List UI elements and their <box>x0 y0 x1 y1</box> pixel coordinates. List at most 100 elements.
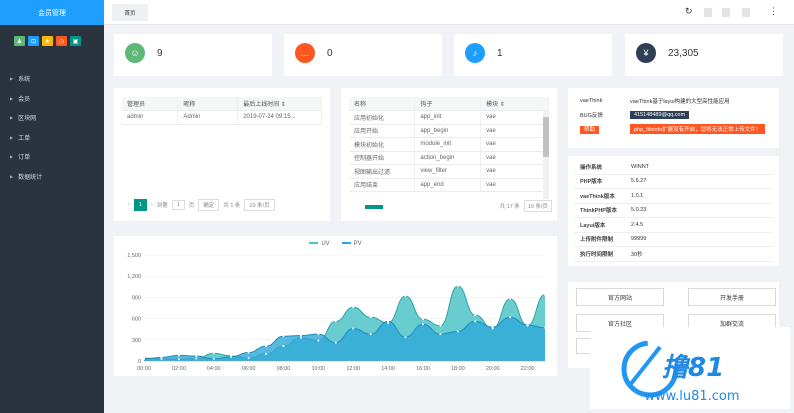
column-header[interactable]: 钩子 <box>414 97 482 111</box>
sidebar-item[interactable]: ▶ 区块网 <box>0 108 104 128</box>
sidebar-item[interactable]: ▶ 订单 <box>0 147 104 167</box>
confirm-button[interactable]: 确定 <box>198 199 220 211</box>
sysinfo-value: WINNT <box>631 163 650 170</box>
app-brand[interactable]: 会员管理 <box>0 0 104 25</box>
uv-point <box>160 357 163 360</box>
theme-icon[interactable] <box>704 8 712 17</box>
refresh-icon[interactable]: ↻ <box>685 6 693 16</box>
top-header: 首页 ↻ ⋮ <box>104 0 794 25</box>
pv-point <box>369 333 372 336</box>
fullscreen-icon[interactable] <box>742 8 750 17</box>
table-row[interactable]: 控制器开始 action_begin vae <box>349 151 549 165</box>
tab-home[interactable]: 首页 <box>112 4 148 21</box>
pv-point <box>421 323 424 326</box>
star-icon[interactable]: ★ <box>42 36 53 46</box>
uv-point <box>369 316 372 319</box>
prev-icon[interactable]: ‹ <box>128 202 130 208</box>
clock-icon[interactable]: ◷ <box>56 36 67 46</box>
page-input[interactable]: 1 <box>171 200 185 210</box>
table-row[interactable]: 应用开始 app_begin vae <box>349 124 549 138</box>
pv-point <box>526 323 529 326</box>
table-cell: vae <box>480 124 549 138</box>
stat-card[interactable]: ☺ 9 <box>114 34 272 76</box>
y-tick-label: 300 <box>132 338 141 344</box>
table-cell: 应用结束 <box>349 178 416 192</box>
pv-point <box>456 330 459 333</box>
table-row[interactable]: 视图输出过滤 view_filter vae <box>349 164 549 179</box>
hook-page-indicator[interactable] <box>365 205 383 209</box>
lock-icon[interactable]: ⊡ <box>28 36 39 46</box>
caret-right-icon: ▶ <box>10 95 14 101</box>
message-icon: … <box>295 43 315 63</box>
sysinfo-row: 执行时间限制 30秒 <box>574 247 773 262</box>
table-scrollbar[interactable] <box>543 111 549 199</box>
table-cell: 应用开始 <box>349 124 416 138</box>
pv-point <box>195 355 198 358</box>
total-count: 共 1 条 <box>223 203 241 209</box>
about-value[interactable]: 415148489@qq.com <box>630 111 690 119</box>
sysinfo-key: 上传附件限制 <box>580 237 614 244</box>
uv-point <box>421 318 424 321</box>
column-header[interactable]: 管理员 <box>122 97 179 111</box>
table-cell: 视图输出过滤 <box>349 164 416 179</box>
table-cell: view_filter <box>414 164 482 179</box>
stat-card[interactable]: … 0 <box>284 34 442 76</box>
sysinfo-row: Layui版本 2.4.5 <box>574 218 773 233</box>
sidebar-item-label: 工单 <box>18 135 31 142</box>
sysinfo-key: PHP版本 <box>580 179 603 186</box>
sysinfo-value: 99999 <box>631 236 647 243</box>
about-key: 帮助 <box>580 125 630 134</box>
sidebar-item-label: 订单 <box>18 155 31 162</box>
sidebar-item[interactable]: ▶ 系统 <box>0 69 104 89</box>
stat-card[interactable]: ♪ 1 <box>454 34 612 76</box>
uv-point <box>474 314 477 317</box>
table-cell: vae <box>480 164 549 179</box>
watermark-logo-icon <box>621 340 679 398</box>
table-row[interactable]: 应用结束 app_end vae <box>349 178 549 192</box>
more-icon[interactable]: ⋮ <box>769 6 778 16</box>
pv-point <box>317 333 320 336</box>
table-cell: app_init <box>414 110 482 125</box>
sysinfo-row: ThinkPHP版本 5.0.23 <box>574 204 773 218</box>
link-button[interactable]: 开发手册 <box>688 288 776 306</box>
sidebar-item[interactable]: ▶ 数据统计 <box>0 167 104 187</box>
sidebar-item[interactable]: ▶ 会员 <box>0 89 104 109</box>
stat-value: 9 <box>157 48 163 59</box>
user-icon[interactable]: ♟ <box>14 36 25 46</box>
legend-uv[interactable]: UV <box>309 241 330 247</box>
column-header[interactable]: 模块 ⇕ <box>480 97 549 111</box>
x-tick-label: 10:00 <box>311 366 325 372</box>
pv-point <box>265 345 268 348</box>
pv-point <box>544 326 546 329</box>
page-button[interactable]: 1 <box>133 199 147 211</box>
table-row[interactable]: 模块初始化 module_init vae <box>349 137 549 152</box>
about-key: vaeThink <box>580 98 603 104</box>
table-cell: 模块初始化 <box>349 137 416 152</box>
sysinfo-value: 5.6.27 <box>631 178 647 185</box>
hook-per-page-select[interactable]: 10 条/页 <box>523 200 552 212</box>
pv-line <box>143 316 546 360</box>
table-row[interactable]: 应用初始化 app_init vae <box>349 110 549 125</box>
sysinfo-value: 5.0.23 <box>631 207 647 214</box>
note-icon[interactable] <box>722 8 730 17</box>
next-icon[interactable]: › <box>150 202 153 208</box>
legend-pv[interactable]: PV <box>341 241 362 247</box>
about-value[interactable]: php_fileinfo扩展没有开启，您将无法正常上传文件！ <box>630 124 766 134</box>
column-header[interactable]: 名称 <box>349 97 416 111</box>
column-header[interactable]: 昵称 <box>177 97 239 111</box>
table-cell: Admin <box>177 110 239 125</box>
quick-icons: ♟ ⊡ ★ ◷ ▣ <box>0 25 104 69</box>
link-button[interactable]: 官方网站 <box>576 288 664 306</box>
column-header[interactable]: 最后上线时间 ⇕ <box>237 97 322 111</box>
stat-card[interactable]: ¥23,305 <box>625 34 783 76</box>
sidebar-item[interactable]: ▶ 工单 <box>0 128 104 148</box>
table-cell: action_begin <box>414 151 482 165</box>
about-key: BUG反馈 <box>580 113 603 119</box>
per-page-select[interactable]: 10 条/页 <box>244 199 275 211</box>
about-row: 帮助 php_fileinfo扩展没有开启，您将无法正常上传文件！ <box>580 122 779 136</box>
pv-point <box>352 327 355 330</box>
table-row[interactable]: admin Admin 2019-07-24 09:15... <box>122 110 322 125</box>
cart-icon[interactable]: ▣ <box>70 36 81 46</box>
table-cell: 控制器开始 <box>349 151 416 165</box>
uv-point <box>352 306 355 309</box>
